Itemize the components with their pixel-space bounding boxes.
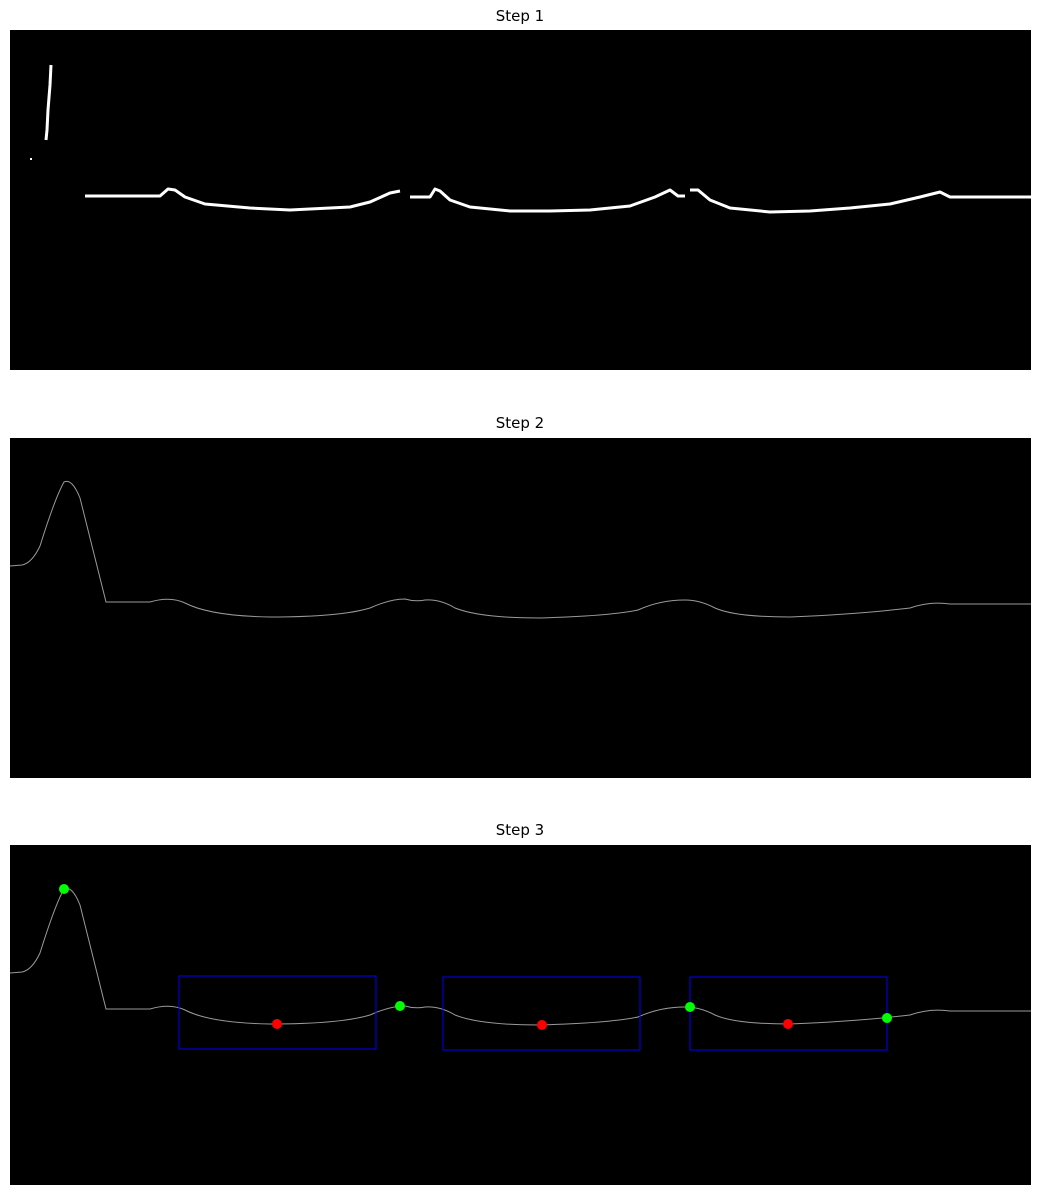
step2-profile-svg <box>10 438 1031 778</box>
step1-title: Step 1 <box>495 7 545 25</box>
peak-marker-3 <box>685 1002 695 1012</box>
step1-mask-svg <box>10 30 1031 370</box>
step3-image <box>10 845 1031 1185</box>
valley-box-2 <box>442 976 641 1051</box>
mask-vertical-stroke <box>44 64 53 141</box>
valley-marker-2 <box>537 1020 547 1030</box>
step3-title: Step 3 <box>495 821 545 839</box>
mask-curve-b <box>410 187 685 213</box>
step3-annotated-svg <box>10 845 1031 1185</box>
valley-box-1 <box>178 975 377 1050</box>
peak-marker-1 <box>59 884 69 894</box>
mask-curve-c <box>690 188 1031 214</box>
step2-title: Step 2 <box>495 414 545 432</box>
step1-image <box>10 30 1031 370</box>
peak-marker-2 <box>395 1001 405 1011</box>
valley-marker-3 <box>783 1019 793 1029</box>
smoothed-profile-line <box>10 480 1031 619</box>
step2-image <box>10 438 1031 778</box>
annotated-profile-line <box>10 887 1031 1026</box>
mask-speck <box>30 158 32 160</box>
valley-marker-1 <box>272 1019 282 1029</box>
mask-curve-a <box>85 187 401 212</box>
peak-marker-4 <box>882 1013 892 1023</box>
